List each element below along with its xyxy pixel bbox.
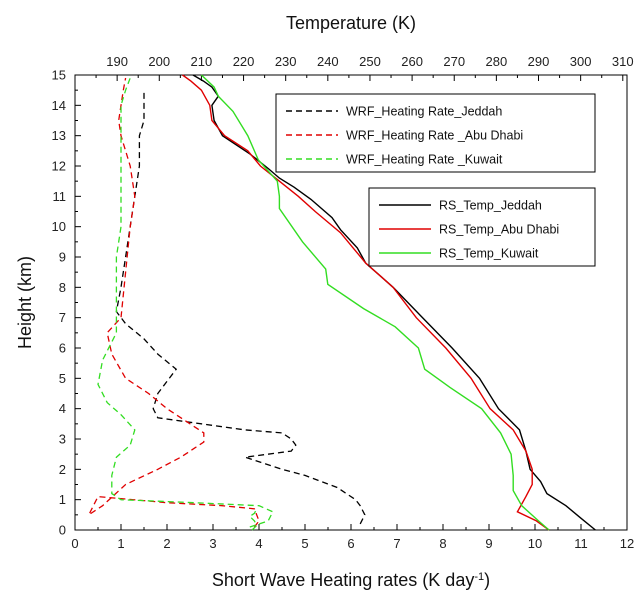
- top-tick-label: 280: [486, 54, 508, 69]
- bottom-tick-label: 0: [71, 536, 78, 551]
- legend-label-rs-temp-jeddah: RS_Temp_Jeddah: [439, 199, 542, 213]
- top-axis-title: Temperature (K): [286, 13, 416, 33]
- series-wrf-heating-rate-abu-dhabi: [87, 77, 260, 528]
- top-tick-label: 240: [317, 54, 339, 69]
- left-axis-title: Height (km): [15, 256, 35, 349]
- left-tick-label: 10: [52, 219, 66, 234]
- top-tick-label: 200: [148, 54, 170, 69]
- bottom-tick-label: 2: [163, 536, 170, 551]
- bottom-tick-label: 12: [620, 536, 634, 551]
- series-rs-temp-jeddah: [192, 74, 596, 531]
- bottom-axis-title: Short Wave Heating rates (K day-1): [212, 570, 490, 590]
- top-tick-label: 190: [106, 54, 128, 69]
- left-tick-label: 15: [52, 68, 66, 83]
- top-tick-label: 300: [570, 54, 592, 69]
- bottom-axis-title-sup: -1: [474, 571, 484, 583]
- top-tick-label: 210: [191, 54, 213, 69]
- left-tick-label: 12: [52, 159, 66, 174]
- legend-temperatures: RS_Temp_Jeddah RS_Temp_Abu Dhabi RS_Temp_K…: [368, 187, 596, 267]
- left-tick-label: 3: [59, 432, 66, 447]
- series-layer: [87, 74, 596, 531]
- series-wrf-heating-rate-kuwait: [97, 77, 274, 528]
- bottom-axis-title-main: Short Wave Heating rates (K day: [212, 570, 474, 590]
- bottom-tick-label: 4: [255, 536, 262, 551]
- bottom-tick-label: 7: [393, 536, 400, 551]
- legend-label-wrf-heating-rate-abu-dhabi: WRF_Heating Rate _Abu Dhabi: [346, 129, 523, 143]
- left-tick-label: 6: [59, 341, 66, 356]
- left-tick-label: 5: [59, 371, 66, 386]
- left-tick-label: 7: [59, 310, 66, 325]
- legend-label-rs-temp-kuwait: RS_Temp_Kuwait: [439, 247, 539, 261]
- bottom-tick-label: 3: [209, 536, 216, 551]
- bottom-axis-ticks: 0 1 2 3 4 5 6 7 8 9 10 11 12: [71, 524, 634, 551]
- legend-heating-rates: WRF_Heating Rate_Jeddah WRF_Heating Rate …: [275, 93, 596, 173]
- series-rs-temp-abu-dhabi: [182, 74, 550, 531]
- bottom-axis-title-end: ): [484, 570, 490, 590]
- series-heating-rate-kuwait-surface: [248, 508, 258, 531]
- legend-label-wrf-heating-rate-jeddah: WRF_Heating Rate_Jeddah: [346, 105, 502, 119]
- bottom-tick-label: 10: [528, 536, 542, 551]
- top-tick-label: 260: [401, 54, 423, 69]
- left-tick-label: 13: [52, 128, 66, 143]
- left-tick-label: 2: [59, 462, 66, 477]
- left-tick-label: 11: [53, 189, 67, 204]
- bottom-tick-label: 11: [574, 536, 588, 551]
- top-tick-label: 310: [612, 54, 634, 69]
- top-tick-label: 290: [528, 54, 550, 69]
- top-tick-label: 270: [443, 54, 465, 69]
- legend-label-wrf-heating-rate-kuwait: WRF_Heating Rate _Kuwait: [346, 153, 503, 167]
- left-tick-label: 9: [59, 250, 66, 265]
- legend-label-rs-temp-abu-dhabi: RS_Temp_Abu Dhabi: [439, 223, 559, 237]
- series-rs-temp-kuwait: [200, 74, 550, 531]
- top-axis-ticks: 190 200 210 220 230 240 250 260 270 280 290 300 310: [95, 54, 634, 81]
- bottom-tick-label: 9: [485, 536, 492, 551]
- left-tick-label: 4: [59, 401, 66, 416]
- bottom-tick-label: 1: [117, 536, 124, 551]
- bottom-tick-label: 8: [439, 536, 446, 551]
- top-tick-label: 230: [275, 54, 297, 69]
- bottom-tick-label: 6: [347, 536, 354, 551]
- left-tick-label: 14: [52, 98, 66, 113]
- bottom-tick-label: 5: [301, 536, 308, 551]
- top-tick-label: 250: [359, 54, 381, 69]
- left-tick-label: 0: [59, 523, 66, 538]
- left-tick-label: 1: [59, 492, 66, 507]
- left-tick-label: 8: [59, 280, 66, 295]
- top-tick-label: 220: [233, 54, 255, 69]
